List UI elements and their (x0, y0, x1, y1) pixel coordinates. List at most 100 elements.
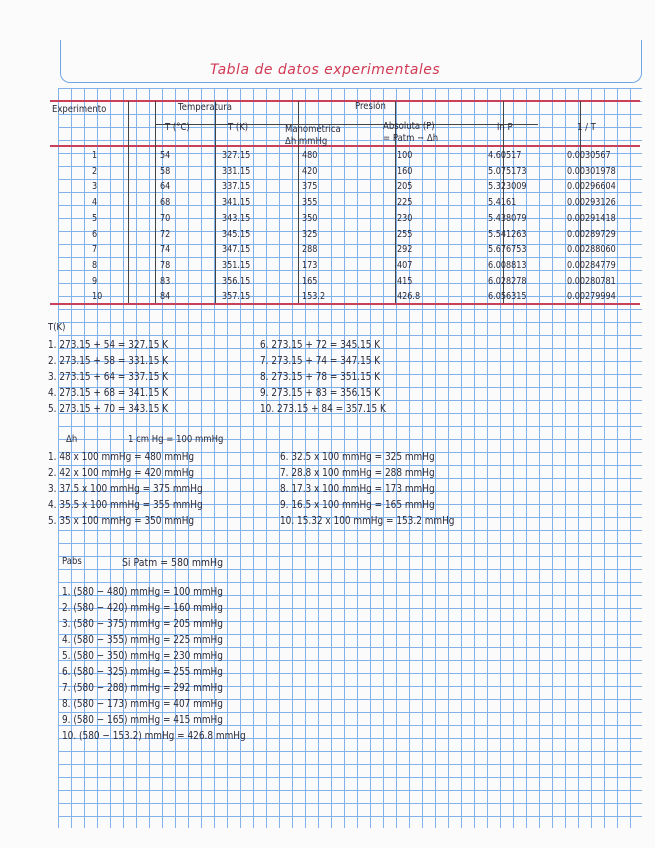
table-cell: 5.676753 (488, 244, 527, 256)
table-cell: 10 (92, 291, 103, 303)
dh-section-title: Δh (66, 434, 78, 445)
table-cell: 343.15 (222, 212, 251, 224)
table-cell: 1 (92, 150, 98, 161)
pabs-line: 4. (580 − 355) mmHg = 225 mmHg (62, 634, 223, 646)
table-cell: 347.15 (222, 244, 251, 256)
table-cell: 173 (302, 259, 318, 271)
table-cell: 84 (160, 291, 171, 303)
pabs-condition: Si Patm = 580 mmHg (122, 556, 224, 569)
table-cell: 3 (92, 181, 98, 193)
table-cell: 337.15 (222, 181, 251, 193)
table-cell: 0.00293126 (567, 197, 616, 209)
table-cell: 5.075173 (488, 165, 527, 177)
tk-line: 1. 273.15 + 54 = 327.15 K (48, 339, 169, 351)
header-manometrica: Manométrica (285, 124, 341, 135)
table-rule (50, 100, 640, 102)
table-cell: 420 (302, 165, 318, 177)
pabs-line: 1. (580 − 480) mmHg = 100 mmHg (62, 586, 223, 598)
table-cell: 5.323009 (488, 181, 527, 193)
table-cell: 153.2 (302, 291, 326, 303)
table-cell: 350 (302, 212, 318, 224)
page-title: Tabla de datos experimentales (210, 62, 441, 78)
table-cell: 345.15 (222, 228, 251, 240)
table-cell: 160 (397, 165, 413, 177)
table-cell: 5 (92, 212, 98, 224)
table-cell: 0.00280781 (567, 275, 616, 287)
pabs-line: 7. (580 − 288) mmHg = 292 mmHg (62, 682, 223, 694)
table-cell: 6.056315 (488, 291, 527, 303)
tk-line: 2. 273.15 + 58 = 331.15 K (48, 355, 169, 367)
table-cell: 0.00296604 (567, 181, 616, 193)
table-rule (50, 145, 640, 147)
dh-line: 1. 48 x 100 mmHg = 480 mmHg (48, 451, 195, 463)
table-cell: 255 (397, 228, 413, 240)
table-rule (155, 124, 385, 125)
table-cell: 6.008813 (488, 259, 527, 271)
table-cell: 8 (92, 259, 98, 271)
table-cell: 68 (160, 197, 171, 209)
table-cell: 4.60517 (488, 150, 522, 161)
header-manometrica-unit: Δh mmHg (285, 136, 328, 147)
pabs-line: 3. (580 − 375) mmHg = 205 mmHg (62, 618, 223, 630)
dh-conversion: 1 cm Hg = 100 mmHg (128, 434, 224, 445)
table-cell: 415 (397, 275, 413, 287)
tk-section-title: T(K) (48, 322, 66, 333)
dh-line: 10. 15.32 x 100 mmHg = 153.2 mmHg (280, 515, 455, 527)
tk-line: 7. 273.15 + 74 = 347.15 K (260, 355, 381, 367)
table-rule (580, 101, 581, 303)
tk-line: 5. 273.15 + 70 = 343.15 K (48, 403, 169, 415)
table-rule (50, 303, 640, 305)
table-cell: 341.15 (222, 197, 251, 209)
header-temperatura: Temperatura (178, 102, 233, 113)
pabs-section-title: Pabs (62, 556, 82, 567)
header-absoluta-formula: = Patm − Δh (383, 133, 439, 144)
table-cell: 58 (160, 165, 171, 177)
table-cell: 70 (160, 212, 171, 224)
tk-line: 8. 273.15 + 78 = 351.15 K (260, 371, 381, 383)
table-rule (215, 101, 216, 303)
table-cell: 407 (397, 259, 413, 271)
header-inv-t: 1 / T (577, 122, 596, 133)
table-cell: 74 (160, 244, 171, 256)
table-cell: 205 (397, 181, 413, 193)
table-cell: 426.8 (397, 291, 421, 303)
table-cell: 0.00279994 (567, 291, 616, 303)
pabs-line: 9. (580 − 165) mmHg = 415 mmHg (62, 714, 223, 726)
table-cell: 5.541263 (488, 228, 527, 240)
header-absoluta: Absoluta (P) (383, 121, 435, 132)
table-cell: 72 (160, 228, 171, 240)
pabs-line: 10. (580 − 153.2) mmHg = 426.8 mmHg (62, 730, 246, 742)
table-cell: 5.4161 (488, 197, 517, 209)
dh-line: 5. 35 x 100 mmHg = 350 mmHg (48, 515, 195, 527)
table-cell: 83 (160, 275, 171, 287)
table-cell: 375 (302, 181, 318, 193)
table-cell: 351.15 (222, 259, 251, 271)
dh-line: 4. 35.5 x 100 mmHg = 355 mmHg (48, 499, 203, 511)
dh-line: 7. 28.8 x 100 mmHg = 288 mmHg (280, 467, 435, 479)
table-cell: 230 (397, 212, 413, 224)
table-cell: 64 (160, 181, 171, 193)
table-cell: 325 (302, 228, 318, 240)
pabs-line: 2. (580 − 420) mmHg = 160 mmHg (62, 602, 223, 614)
table-cell: 0.0030567 (567, 150, 611, 161)
table-rule (155, 101, 156, 303)
table-cell: 7 (92, 244, 98, 256)
table-cell: 165 (302, 275, 318, 287)
table-cell: 288 (302, 244, 318, 256)
table-cell: 225 (397, 197, 413, 209)
table-cell: 0.00289729 (567, 228, 616, 240)
tk-line: 3. 273.15 + 64 = 337.15 K (48, 371, 169, 383)
header-presion: Presión (355, 101, 386, 112)
table-cell: 4 (92, 197, 98, 209)
header-experimento: Experimento (52, 104, 107, 115)
table-rule (298, 124, 538, 125)
pabs-line: 8. (580 − 173) mmHg = 407 mmHg (62, 698, 223, 710)
dh-line: 2. 42 x 100 mmHg = 420 mmHg (48, 467, 195, 479)
table-cell: 480 (302, 150, 318, 161)
table-cell: 54 (160, 150, 171, 161)
table-cell: 5.438079 (488, 212, 527, 224)
table-cell: 78 (160, 259, 171, 271)
tk-line: 9. 273.15 + 83 = 356.15 K (260, 387, 381, 399)
table-cell: 0.00288060 (567, 244, 616, 256)
table-cell: 356.15 (222, 275, 251, 287)
